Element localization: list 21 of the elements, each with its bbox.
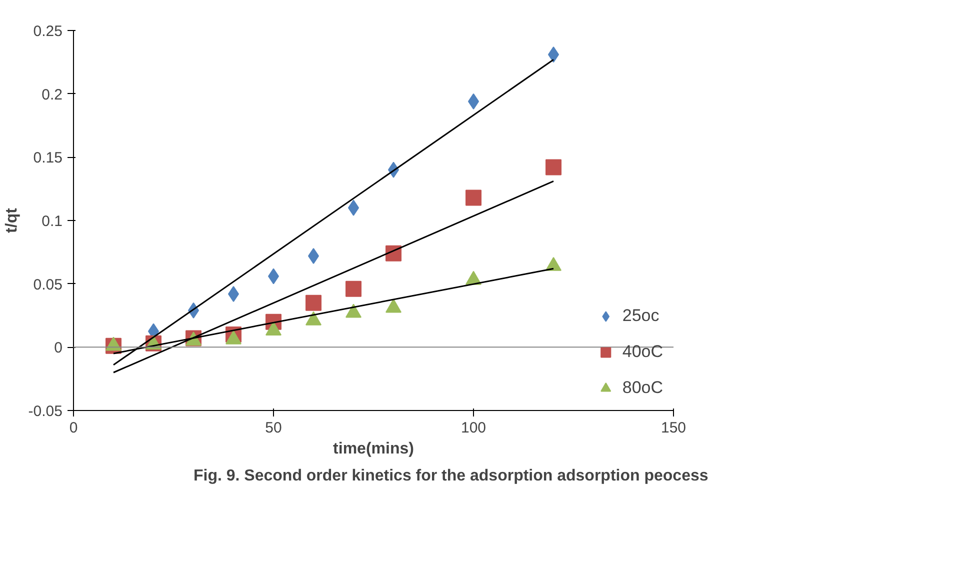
legend-label: 25oc	[622, 306, 660, 326]
point	[466, 190, 482, 206]
x-tick-label: 0	[69, 420, 78, 436]
y-tick-label: 0.1	[42, 213, 63, 230]
y-tick-label: 0.05	[33, 276, 63, 294]
point	[346, 280, 362, 297]
x-tick-label: 50	[265, 420, 282, 436]
x-tick-label: 100	[460, 420, 486, 436]
y-tick-label: 0.25	[33, 23, 63, 40]
point	[306, 294, 322, 311]
y-axis-title: t/qt	[3, 207, 20, 233]
legend-label: 40oC	[622, 342, 663, 362]
point	[546, 159, 562, 176]
y-tick-label: -0.05	[28, 403, 63, 420]
y-tick-label: 0.2	[42, 86, 63, 104]
x-axis-title: time(mins)	[333, 440, 414, 458]
x-tick-label: 150	[660, 420, 686, 436]
text: Fig. 9. Second order kinetics for the adsorption adsorption peocess	[194, 468, 708, 484]
y-tick-label: 0	[54, 340, 62, 357]
legend-label: 80oC	[622, 378, 663, 398]
y-tick-label: 0.15	[33, 150, 63, 167]
